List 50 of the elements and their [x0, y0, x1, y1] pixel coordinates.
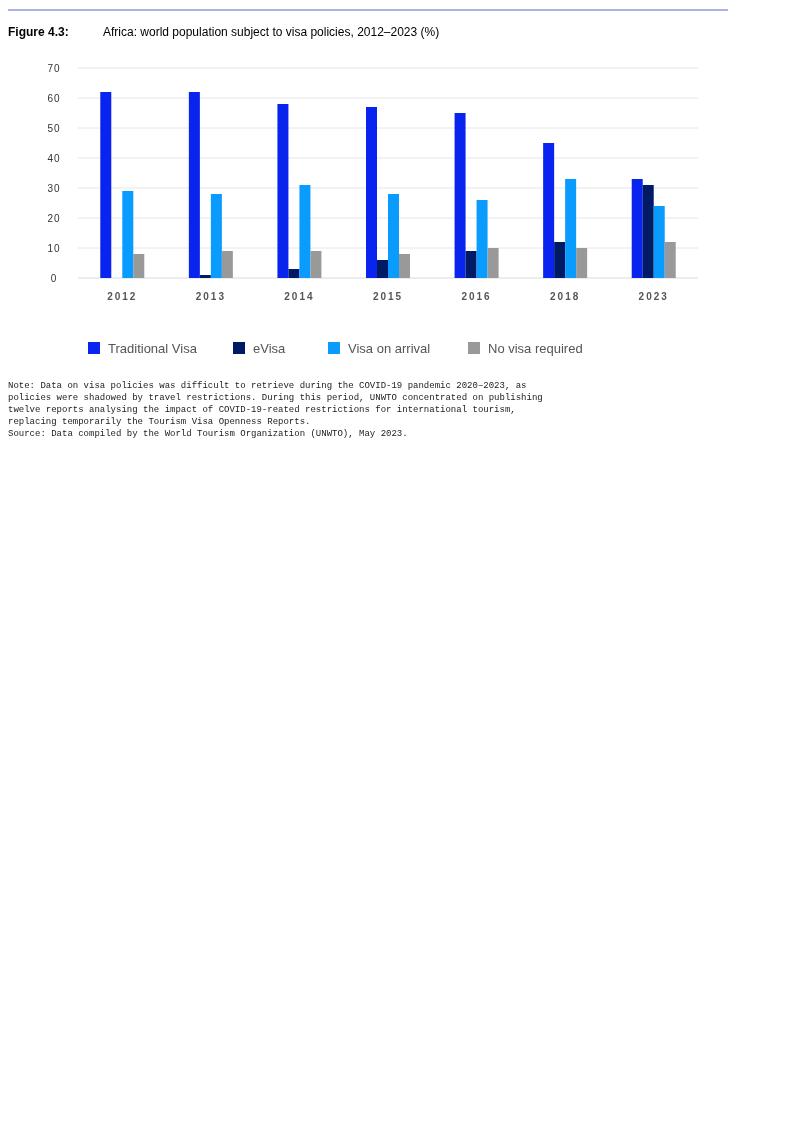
- legend-label: No visa required: [488, 340, 583, 356]
- x-tick-label: 2016: [461, 291, 492, 302]
- chart-title: Figure 4.3:: [8, 25, 69, 39]
- bar: [642, 185, 654, 278]
- x-tick-label: 2018: [550, 291, 581, 302]
- bar: [133, 254, 145, 278]
- bar: [631, 179, 643, 278]
- y-tick-label: 0: [50, 272, 58, 284]
- bar: [576, 248, 588, 278]
- x-tick-label: 2023: [638, 291, 669, 302]
- bar: [653, 206, 665, 278]
- bar: [476, 200, 488, 278]
- legend-label: Traditional Visa: [108, 340, 198, 356]
- bar: [299, 185, 311, 278]
- bar: [465, 251, 477, 278]
- bar: [122, 191, 134, 278]
- bar: [388, 194, 399, 278]
- bar: [100, 92, 112, 278]
- legend-label: eVisa: [253, 340, 287, 356]
- bar: [288, 269, 300, 278]
- bar: [377, 260, 388, 278]
- bar: [210, 194, 222, 278]
- text: Note: Data on visa policies was difficult to retrieve during the COVID-19 pandemic 2020–2023, as policies were shadowed by travel restrictions. During this period, UNWTO concentrated on publishing twelve reports analysing the impact of COVID-19-reated restrictions for international tourism, replacing temporarily the Tourism Visa Openness Reports.: [8, 381, 543, 427]
- bar: [554, 242, 566, 278]
- bar: [221, 251, 233, 278]
- bar: [199, 275, 211, 278]
- y-tick-label: 60: [47, 92, 61, 104]
- bar: [310, 251, 322, 278]
- bar: [543, 143, 555, 278]
- source-note: Source: Data compiled by the World Tourism Organization (UNWTO), May 2023.: [8, 429, 408, 439]
- bar: [565, 179, 577, 278]
- bar: [188, 92, 200, 278]
- legend-label: Visa on arrival: [348, 340, 431, 356]
- bar: [366, 107, 377, 278]
- y-tick-label: 20: [47, 212, 61, 224]
- x-tick-label: 2015: [372, 291, 404, 302]
- chart-subtitle: Africa: world population subject to visa policies, 2012–2023 (%): [103, 25, 440, 39]
- bar: [487, 248, 499, 278]
- y-tick-label: 50: [47, 122, 61, 134]
- x-tick-label: 2014: [284, 291, 315, 302]
- y-tick-label: 40: [47, 152, 61, 164]
- bar: [399, 254, 410, 278]
- y-tick-label: 30: [47, 182, 61, 194]
- bar: [277, 104, 289, 278]
- x-tick-label: 2012: [107, 291, 138, 302]
- bar: [664, 242, 676, 278]
- y-tick-label: 70: [47, 62, 61, 74]
- y-tick-label: 10: [47, 242, 61, 254]
- x-tick-label: 2013: [195, 291, 226, 302]
- bar: [454, 113, 466, 278]
